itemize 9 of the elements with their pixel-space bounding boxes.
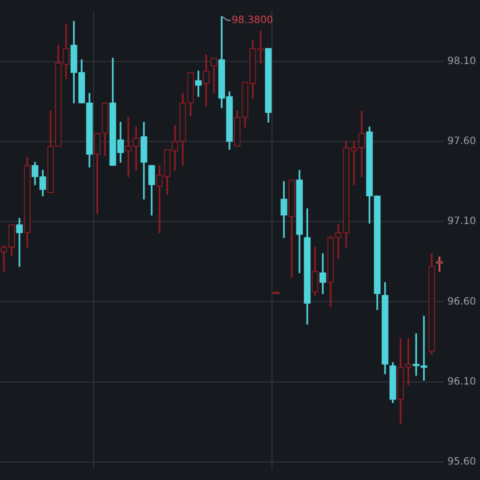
candlestick xyxy=(436,256,443,272)
y-tick-label: 95.60 xyxy=(447,456,476,468)
y-tick-label: 97.10 xyxy=(447,216,476,228)
y-tick-label: 96.10 xyxy=(447,376,476,388)
y-tick-label: 97.60 xyxy=(447,136,476,148)
candlestick xyxy=(16,218,23,267)
annotation: 98.3800 xyxy=(232,15,274,26)
y-tick-label: 96.60 xyxy=(447,296,476,308)
y-tick-label: 98.10 xyxy=(447,56,476,67)
